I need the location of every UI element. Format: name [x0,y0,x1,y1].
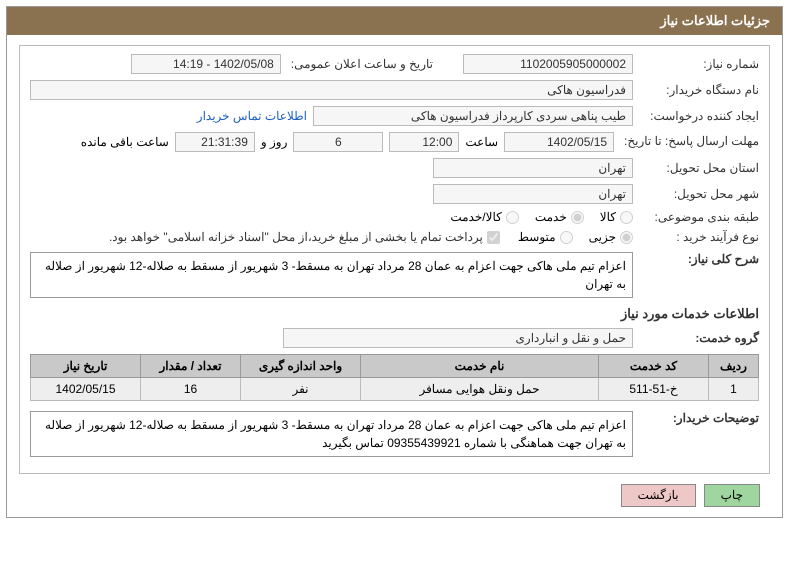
th-row: ردیف [709,355,759,378]
requester-value: طیب پناهی سردی کارپرداز فدراسیون هاکی [313,106,633,126]
details-fieldset: شماره نیاز: 1102005905000002 تاریخ و ساع… [19,45,770,474]
purchase-type-medium-radio[interactable] [560,231,573,244]
treasury-checkbox[interactable] [487,231,500,244]
services-table: ردیف کد خدمت نام خدمت واحد اندازه گیری ت… [30,354,759,401]
announce-datetime-value: 1402/05/08 - 14:19 [131,54,281,74]
cell-row: 1 [709,378,759,401]
buyer-notes-label: توضیحات خریدار: [639,411,759,425]
buyer-contact-link[interactable]: اطلاعات تماس خریدار [197,109,307,123]
need-number-value: 1102005905000002 [463,54,633,74]
need-summary-text: اعزام تیم ملی هاکی جهت اعزام به عمان 28 … [30,252,633,298]
subject-class-goods[interactable]: کالا [600,210,633,224]
table-row: 1 خ-51-511 حمل ونقل هوایی مسافر نفر 16 1… [31,378,759,401]
need-summary-label: شرح کلی نیاز: [639,252,759,266]
need-number-label: شماره نیاز: [639,57,759,71]
delivery-province-value: تهران [433,158,633,178]
cell-date: 1402/05/15 [31,378,141,401]
button-row: چاپ بازگشت [19,484,770,507]
deadline-remaining-label: ساعت باقی مانده [81,135,169,149]
cell-qty: 16 [141,378,241,401]
th-qty: تعداد / مقدار [141,355,241,378]
panel: جزئیات اطلاعات نیاز شماره نیاز: 11020059… [6,6,783,518]
service-group-label: گروه خدمت: [639,331,759,345]
cell-unit: نفر [241,378,361,401]
back-button[interactable]: بازگشت [621,484,696,507]
buyer-notes-text: اعزام تیم ملی هاکی جهت اعزام به عمان 28 … [30,411,633,457]
buyer-org-label: نام دستگاه خریدار: [639,83,759,97]
th-name: نام خدمت [361,355,599,378]
treasury-note: پرداخت تمام یا بخشی از مبلغ خرید،از محل … [109,230,500,244]
subject-class-service[interactable]: خدمت [535,210,584,224]
subject-class-service-radio[interactable] [571,211,584,224]
th-unit: واحد اندازه گیری [241,355,361,378]
deadline-days: 6 [293,132,383,152]
deadline-time-label: ساعت [465,135,498,149]
purchase-type-minor[interactable]: جزیی [589,230,633,244]
services-section-title: اطلاعات خدمات مورد نیاز [30,306,759,322]
deadline-label: مهلت ارسال پاسخ: تا تاریخ: [620,134,759,150]
buyer-org-value: فدراسیون هاکی [30,80,633,100]
purchase-type-label: نوع فرآیند خرید : [639,230,759,244]
deadline-days-label: روز و [261,135,288,149]
subject-class-both[interactable]: کالا/خدمت [450,210,518,224]
deadline-remaining-time: 21:31:39 [175,132,255,152]
deadline-date: 1402/05/15 [504,132,614,152]
announce-datetime-label: تاریخ و ساعت اعلان عمومی: [287,57,433,71]
print-button[interactable]: چاپ [704,484,760,507]
service-group-value: حمل و نقل و انبارداری [283,328,633,348]
delivery-city-label: شهر محل تحویل: [639,187,759,201]
subject-class-goods-radio[interactable] [620,211,633,224]
deadline-time: 12:00 [389,132,459,152]
panel-title: جزئیات اطلاعات نیاز [7,7,782,35]
requester-label: ایجاد کننده درخواست: [639,109,759,123]
purchase-type-minor-radio[interactable] [620,231,633,244]
delivery-city-value: تهران [433,184,633,204]
subject-class-label: طبقه بندی موضوعی: [639,210,759,224]
th-date: تاریخ نیاز [31,355,141,378]
cell-code: خ-51-511 [599,378,709,401]
subject-class-both-radio[interactable] [506,211,519,224]
delivery-province-label: استان محل تحویل: [639,161,759,175]
cell-name: حمل ونقل هوایی مسافر [361,378,599,401]
purchase-type-medium[interactable]: متوسط [518,230,573,244]
th-code: کد خدمت [599,355,709,378]
